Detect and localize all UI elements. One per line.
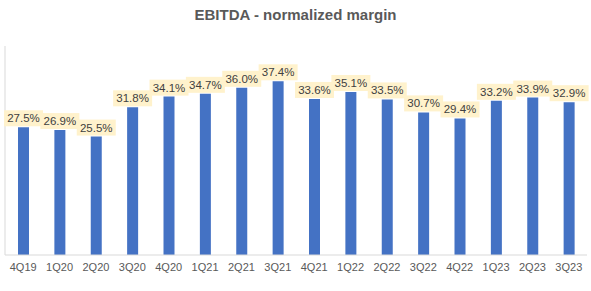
svg-text:33.9%: 33.9% bbox=[516, 83, 549, 95]
svg-text:33.5%: 33.5% bbox=[371, 84, 404, 96]
svg-text:26.9%: 26.9% bbox=[44, 115, 77, 127]
svg-text:2Q23: 2Q23 bbox=[519, 261, 546, 273]
svg-text:3Q21: 3Q21 bbox=[264, 261, 291, 273]
svg-text:3Q20: 3Q20 bbox=[119, 261, 146, 273]
svg-text:34.1%: 34.1% bbox=[153, 82, 186, 94]
svg-text:1Q22: 1Q22 bbox=[337, 261, 364, 273]
svg-text:3Q23: 3Q23 bbox=[555, 261, 582, 273]
svg-text:4Q20: 4Q20 bbox=[155, 261, 182, 273]
svg-text:2Q20: 2Q20 bbox=[82, 261, 109, 273]
svg-text:1Q20: 1Q20 bbox=[46, 261, 73, 273]
svg-text:31.8%: 31.8% bbox=[116, 92, 149, 104]
svg-text:4Q22: 4Q22 bbox=[446, 261, 473, 273]
svg-text:30.7%: 30.7% bbox=[407, 97, 440, 109]
svg-text:3Q22: 3Q22 bbox=[410, 261, 437, 273]
svg-text:36.0%: 36.0% bbox=[225, 73, 258, 85]
svg-text:37.4%: 37.4% bbox=[262, 66, 295, 78]
svg-text:33.2%: 33.2% bbox=[480, 86, 513, 98]
svg-text:1Q23: 1Q23 bbox=[483, 261, 510, 273]
svg-text:27.5%: 27.5% bbox=[8, 112, 40, 124]
svg-text:32.9%: 32.9% bbox=[553, 87, 583, 99]
svg-text:4Q21: 4Q21 bbox=[301, 261, 328, 273]
svg-text:35.1%: 35.1% bbox=[335, 77, 368, 89]
svg-text:4Q19: 4Q19 bbox=[10, 261, 37, 273]
svg-text:25.5%: 25.5% bbox=[80, 122, 113, 134]
svg-text:34.7%: 34.7% bbox=[189, 79, 222, 91]
svg-text:2Q21: 2Q21 bbox=[228, 261, 255, 273]
svg-text:1Q21: 1Q21 bbox=[192, 261, 219, 273]
svg-text:33.6%: 33.6% bbox=[298, 84, 331, 96]
html-text:EBITDA - normalized margin: EBITDA - normalized margin bbox=[194, 6, 397, 23]
svg-text:2Q22: 2Q22 bbox=[373, 261, 400, 273]
svg-text:29.4%: 29.4% bbox=[444, 103, 477, 115]
